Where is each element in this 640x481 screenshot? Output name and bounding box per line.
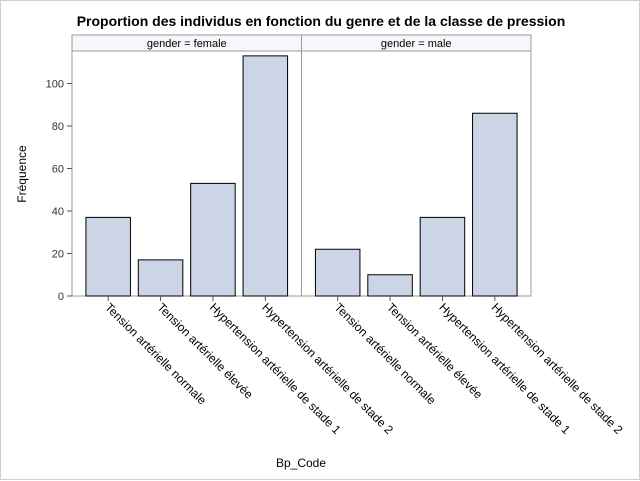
y-tick-label: 0	[58, 291, 64, 303]
y-tick-label: 40	[52, 206, 64, 218]
bar-male-2	[367, 274, 413, 297]
bar-female-2	[137, 259, 184, 297]
x-tick-label: Tension artérielle élevée	[154, 300, 256, 402]
y-tick-label: 60	[52, 164, 64, 176]
x-tick-label: Tension artérielle normale	[102, 300, 209, 407]
y-tick-label: 100	[46, 79, 64, 91]
panel-label-2: gender = male	[381, 38, 452, 50]
y-tick-label: 20	[52, 249, 64, 261]
plot-area: gender = female gender = male 0 20 40 60 80 100…	[46, 34, 626, 437]
bar-female-4	[242, 55, 289, 297]
panel-frame-2	[301, 50, 532, 297]
bar-male-3	[419, 216, 466, 297]
bar-male-4	[472, 112, 518, 297]
panel-label-1: gender = female	[147, 38, 227, 50]
chart-title: Proportion des individus en fonction du …	[77, 13, 566, 29]
y-axis-label: Fréquence	[15, 145, 29, 203]
x-axis-label: Bp_Code	[276, 456, 326, 470]
y-tick-label: 80	[52, 121, 64, 133]
bar-female-3	[190, 182, 236, 297]
bar-male-1	[314, 248, 361, 297]
bar-female-1	[85, 216, 131, 297]
x-tick-label: Tension artérielle élevée	[384, 300, 486, 402]
